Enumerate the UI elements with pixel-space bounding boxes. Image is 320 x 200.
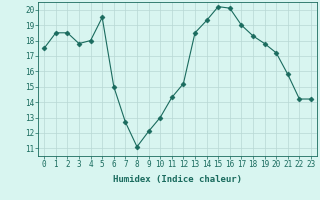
X-axis label: Humidex (Indice chaleur): Humidex (Indice chaleur) (113, 175, 242, 184)
